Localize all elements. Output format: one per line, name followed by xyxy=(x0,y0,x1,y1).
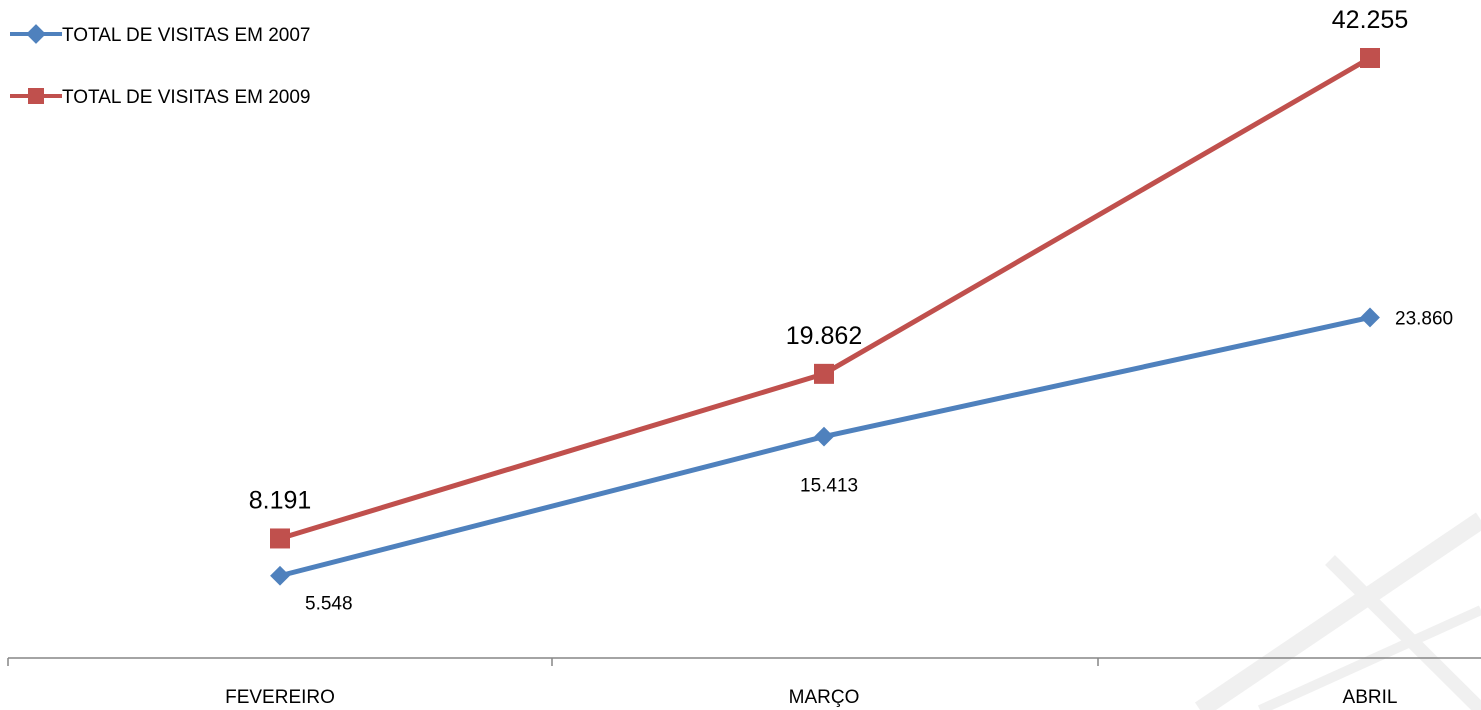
data-point-square xyxy=(270,528,290,549)
series-line-1 xyxy=(279,55,1372,541)
legend-entry-2007: TOTAL DE VISITAS EM 2007 xyxy=(10,24,311,46)
legend-diamond-icon xyxy=(26,24,46,44)
data-label: 42.255 xyxy=(1332,6,1408,34)
x-axis: FEVEREIRO MARÇO ABRIL xyxy=(7,657,1481,708)
legend-entry-2009: TOTAL DE VISITAS EM 2009 xyxy=(10,87,311,108)
x-tick-label-abril: ABRIL xyxy=(1343,687,1398,708)
data-point-diamond xyxy=(1360,307,1380,328)
data-label: 5.548 xyxy=(305,594,353,615)
watermark xyxy=(1194,512,1481,710)
data-label: 8.191 xyxy=(249,486,312,514)
legend-label-2009: TOTAL DE VISITAS EM 2009 xyxy=(62,87,311,108)
data-point-square xyxy=(814,363,834,384)
legend-square-icon xyxy=(28,88,44,104)
x-tick-label-marco: MARÇO xyxy=(789,687,860,708)
data-label: 23.860 xyxy=(1395,308,1453,329)
x-tick-label-fevereiro: FEVEREIRO xyxy=(225,687,335,708)
data-label: 15.413 xyxy=(800,476,858,497)
data-point-diamond xyxy=(814,426,834,447)
data-label: 19.862 xyxy=(786,322,862,350)
data-point-diamond xyxy=(270,565,290,586)
legend: TOTAL DE VISITAS EM 2007 TOTAL DE VISITA… xyxy=(10,24,311,108)
data-point-square xyxy=(1360,48,1380,68)
series-line-0 xyxy=(279,315,1371,579)
plot-area: 5.548 15.413 23.860 8.191 19.862 42.255 xyxy=(249,6,1453,615)
legend-label-2007: TOTAL DE VISITAS EM 2007 xyxy=(62,25,311,46)
